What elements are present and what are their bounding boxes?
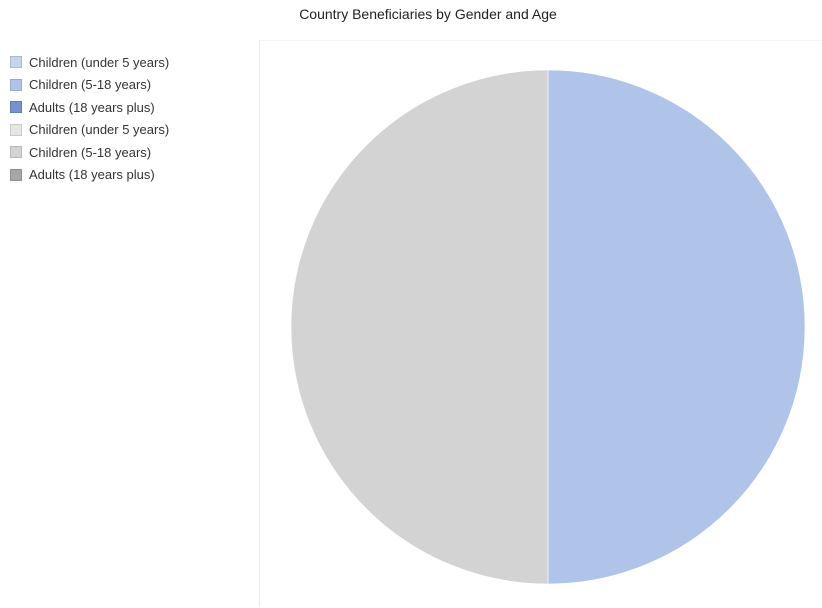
plot-area xyxy=(259,40,822,607)
legend-swatch xyxy=(10,123,22,136)
legend-item[interactable]: Children (5-18 years) xyxy=(10,74,250,97)
legend-swatch xyxy=(10,78,22,91)
legend-label: Children (under 5 years) xyxy=(29,122,170,138)
pie-chart xyxy=(290,69,806,585)
legend-swatch xyxy=(10,168,22,181)
legend-swatch xyxy=(10,146,22,159)
legend-label: Children (5-18 years) xyxy=(29,144,152,160)
legend: Children (under 5 years) Children (5-18 … xyxy=(10,51,250,186)
legend-label: Children (under 5 years) xyxy=(29,54,170,70)
legend-label: Adults (18 years plus) xyxy=(29,167,155,183)
legend-swatch xyxy=(10,101,22,114)
legend-item[interactable]: Children (under 5 years) xyxy=(10,119,250,142)
legend-label: Children (5-18 years) xyxy=(29,77,152,93)
legend-item[interactable]: Children (under 5 years) xyxy=(10,51,250,74)
legend-item[interactable]: Children (5-18 years) xyxy=(10,141,250,164)
pie-slice[interactable] xyxy=(547,69,806,585)
chart-title: Country Beneficiaries by Gender and Age xyxy=(299,6,557,22)
pie-slice[interactable] xyxy=(290,69,549,585)
legend-swatch xyxy=(10,56,22,69)
legend-item[interactable]: Adults (18 years plus) xyxy=(10,164,250,187)
legend-label: Adults (18 years plus) xyxy=(29,99,155,115)
legend-item[interactable]: Adults (18 years plus) xyxy=(10,96,250,119)
